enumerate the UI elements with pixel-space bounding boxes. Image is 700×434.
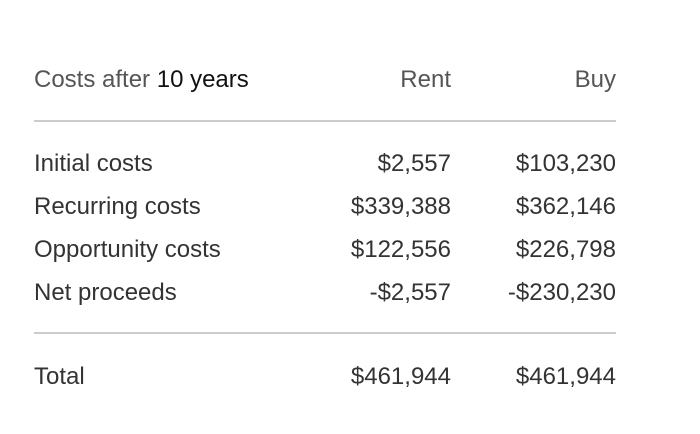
row-label: Initial costs (34, 150, 153, 177)
total-label: Total (34, 363, 85, 390)
buy-value: $226,798 (515, 236, 616, 263)
rent-value: $2,557 (377, 150, 451, 177)
table-row-opportunity-costs: Opportunity costs $122,556 $226,798 (34, 228, 616, 271)
header-label: Costs after 10 years (34, 58, 249, 101)
rent-value: $339,388 (350, 193, 451, 220)
row-label: Recurring costs (34, 193, 201, 220)
total-divider (34, 332, 616, 334)
buy-value: $362,146 (515, 193, 616, 220)
header-label-prefix: Costs after (34, 66, 151, 93)
total-rent-value: $461,944 (350, 363, 451, 390)
table-row-net-proceeds: Net proceeds -$2,557 -$230,230 (34, 271, 616, 314)
header-divider (34, 120, 616, 122)
buy-value: $103,230 (515, 150, 616, 177)
total-buy-value: $461,944 (515, 363, 616, 390)
buy-value: -$230,230 (507, 279, 616, 306)
years-value[interactable]: 10 years (156, 66, 249, 93)
table-row-initial-costs: Initial costs $2,557 $103,230 (34, 142, 616, 185)
column-header-rent: Rent (400, 66, 451, 93)
rent-value: -$2,557 (369, 279, 451, 306)
rent-value: $122,556 (350, 236, 451, 263)
row-label: Opportunity costs (34, 236, 221, 263)
cost-rows: Initial costs $2,557 $103,230 Recurring … (34, 142, 616, 314)
column-header-buy: Buy (574, 66, 616, 93)
table-header: Costs after 10 years Rent Buy (34, 58, 616, 101)
row-label: Net proceeds (34, 279, 177, 306)
table-row-recurring-costs: Recurring costs $339,388 $362,146 (34, 185, 616, 228)
table-row-total: Total $461,944 $461,944 (34, 355, 616, 398)
